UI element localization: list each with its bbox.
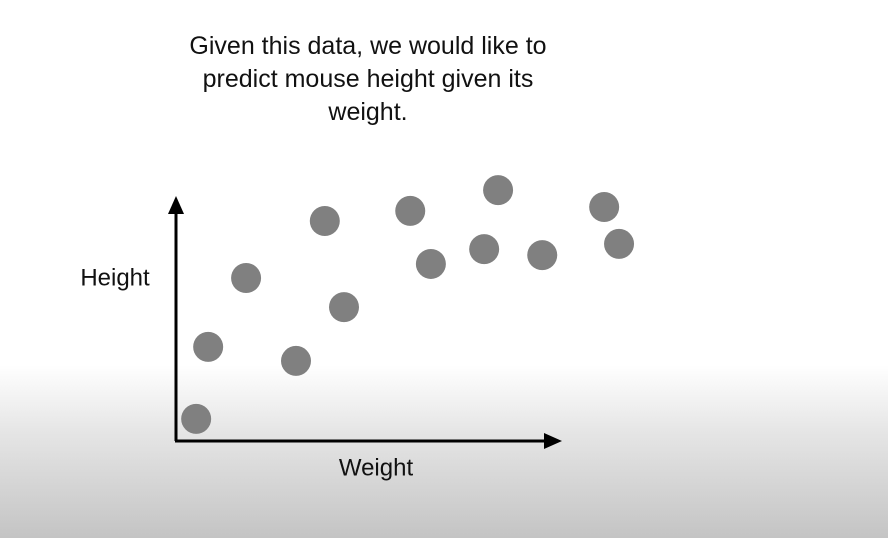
point <box>231 262 262 293</box>
point <box>483 175 514 206</box>
point <box>193 331 224 362</box>
y-axis-arrow <box>168 196 184 214</box>
point <box>281 345 311 376</box>
x-axis-arrow <box>544 433 562 449</box>
point <box>604 228 635 259</box>
point <box>415 248 446 279</box>
chart-title: Given this data, we would like to predic… <box>189 32 547 126</box>
x-axis-label: Weight <box>339 454 414 481</box>
point <box>589 192 620 222</box>
y-axis-label: Height <box>80 264 150 291</box>
point <box>309 206 340 237</box>
point <box>181 403 212 434</box>
point <box>527 240 558 271</box>
point <box>329 292 359 323</box>
point <box>395 195 426 226</box>
point <box>469 234 500 265</box>
